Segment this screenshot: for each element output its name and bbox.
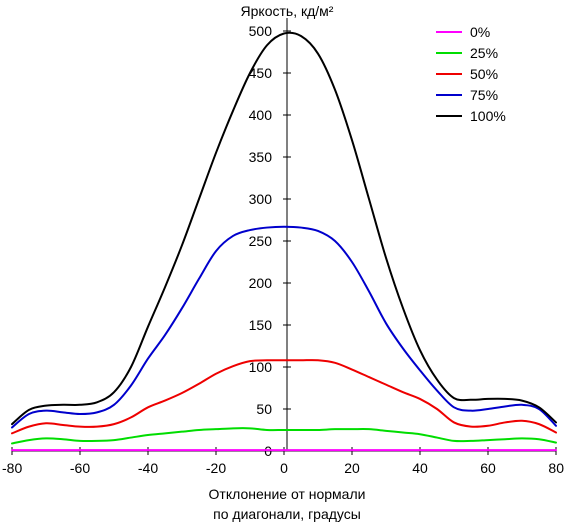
y-tick-label: 50 [256, 401, 272, 417]
y-tick-label: 100 [249, 359, 273, 375]
x-tick-label: -40 [138, 460, 158, 476]
axes [12, 18, 556, 452]
x-tick-label: -20 [206, 460, 226, 476]
y-tick-label: 400 [249, 107, 273, 123]
series-lines [11, 31, 557, 452]
legend-label: 100% [470, 108, 506, 124]
y-tick-label: 350 [249, 149, 273, 165]
series-line-100pct [11, 31, 557, 426]
legend-label: 75% [470, 87, 498, 103]
y-tick-label: 250 [249, 233, 273, 249]
series-line-25pct [11, 427, 557, 445]
x-tick-label: -80 [2, 460, 22, 476]
x-tick-label: 0 [280, 460, 288, 476]
series-line-75pct [11, 225, 557, 429]
x-axis-title-line-1: Отклонение от нормали [209, 486, 366, 502]
x-axis-title-line-2: по диагонали, градусы [213, 506, 361, 522]
x-tick-label: -60 [70, 460, 90, 476]
series-line-50pct [11, 359, 557, 435]
x-tick-label: 80 [548, 460, 564, 476]
y-tick-label: 150 [249, 317, 273, 333]
x-tick-label: 20 [344, 460, 360, 476]
legend-label: 0% [470, 24, 490, 40]
y-axis-title: Яркость, кд/м² [241, 3, 334, 19]
x-tick-label: 60 [480, 460, 496, 476]
y-tick-label: 500 [249, 23, 273, 39]
x-tick-label: 40 [412, 460, 428, 476]
legend: 0% 25% 50% 75% 100% [436, 24, 506, 124]
x-ticks: -80 -60 -40 -20 0 20 40 60 80 [2, 447, 564, 476]
y-tick-label: 450 [249, 65, 273, 81]
legend-label: 25% [470, 45, 498, 61]
y-tick-label: 200 [249, 275, 273, 291]
legend-label: 50% [470, 66, 498, 82]
y-tick-label: 300 [249, 191, 273, 207]
